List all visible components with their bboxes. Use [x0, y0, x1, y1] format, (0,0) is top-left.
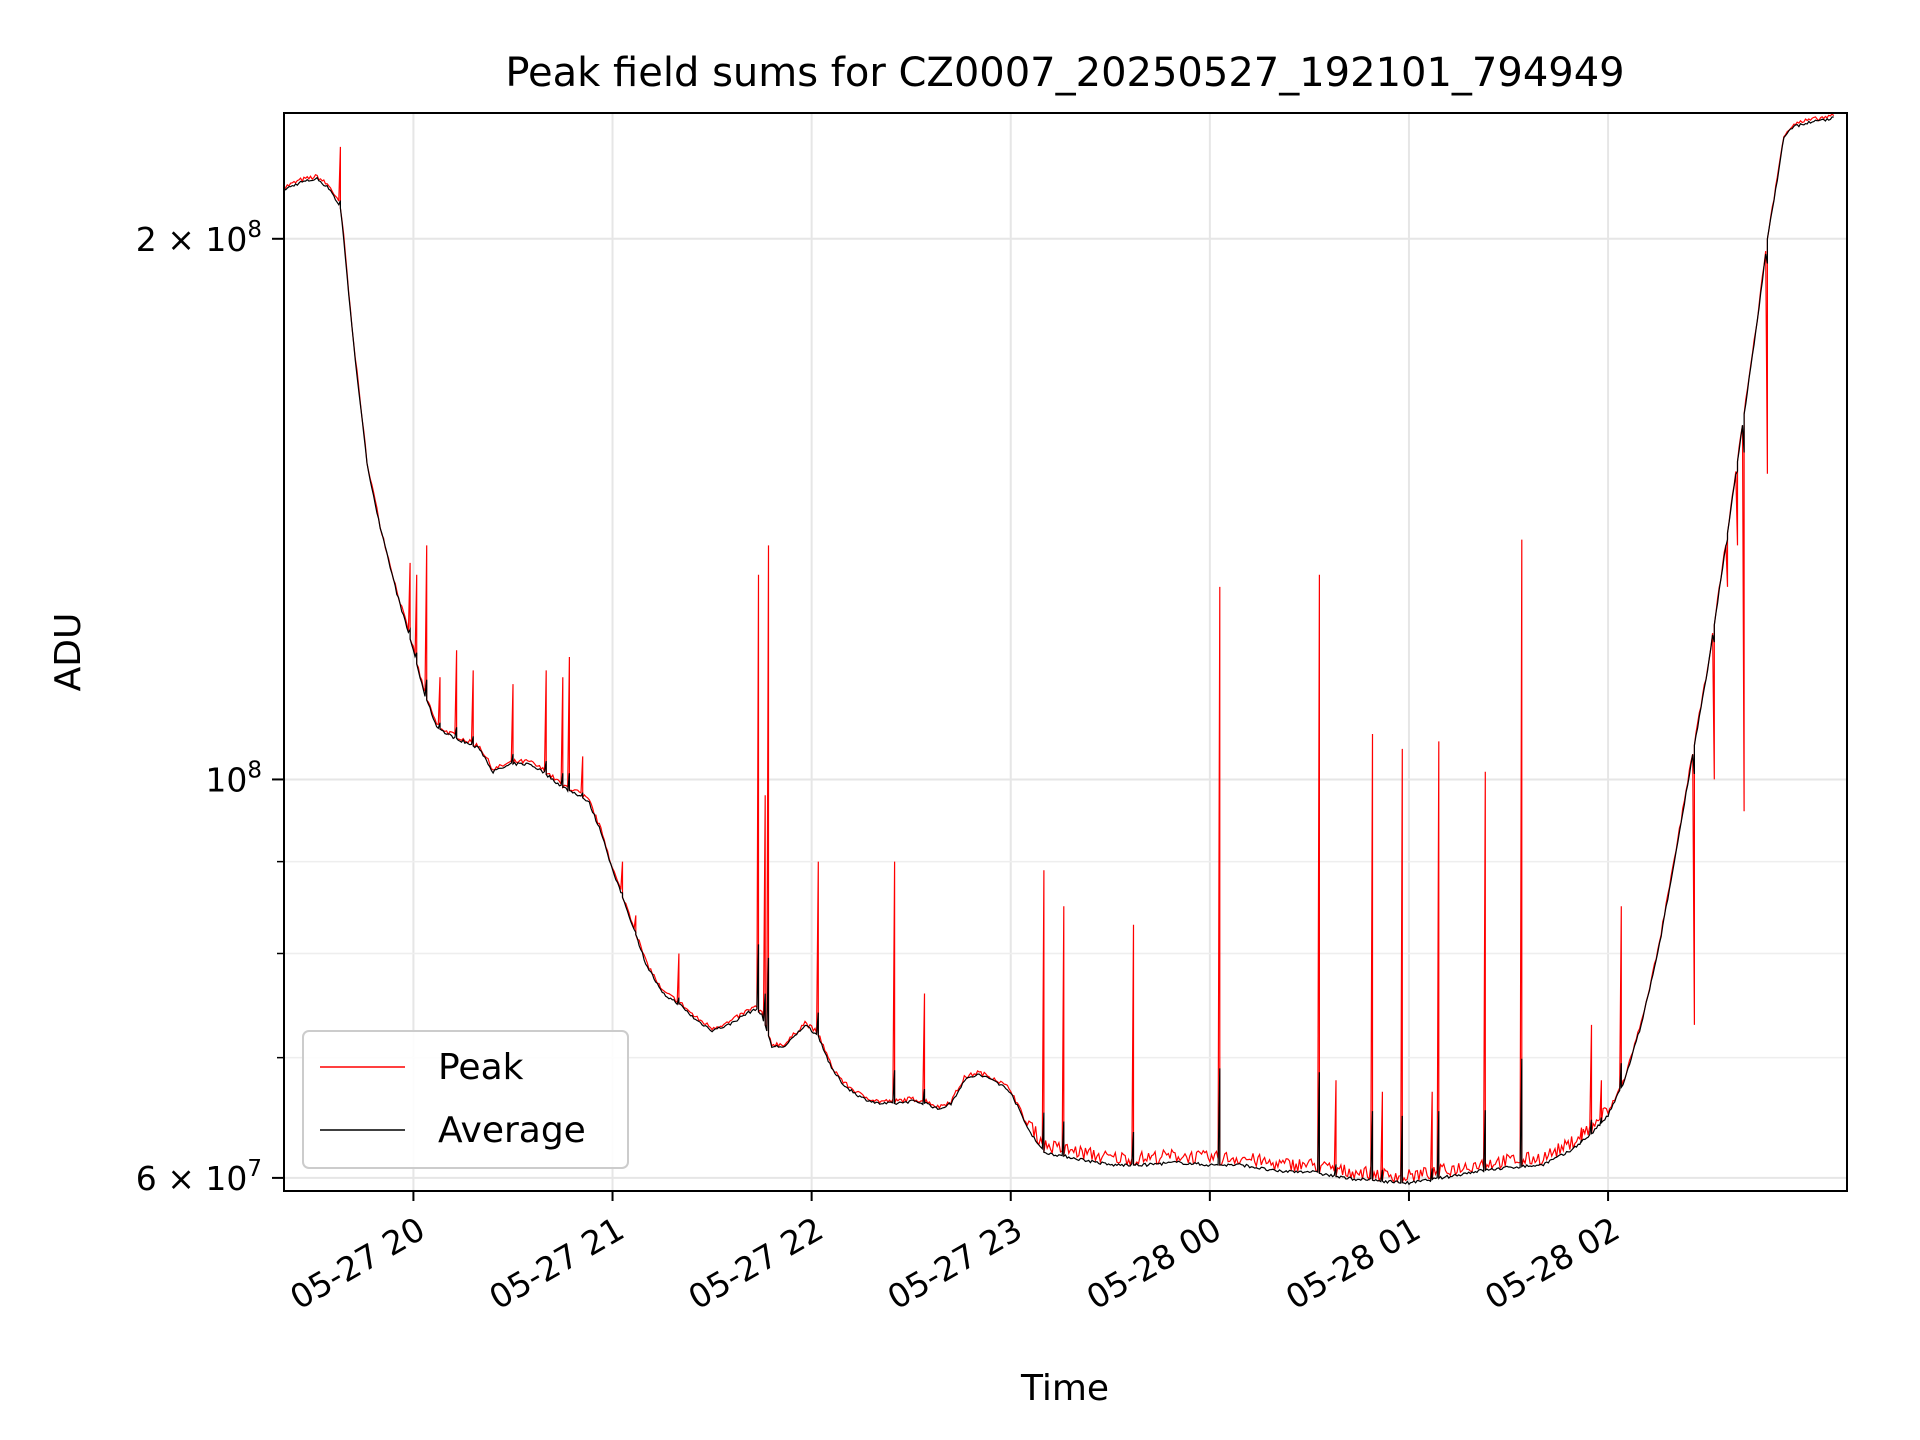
x-axis-label: Time — [1020, 1368, 1109, 1409]
legend-label-average: Average — [438, 1110, 586, 1151]
legend-label-peak: Peak — [438, 1047, 524, 1088]
legend: Peak Average — [302, 1030, 629, 1169]
legend-box — [302, 1030, 629, 1169]
chart-title: Peak field sums for CZ0007_20250527_1921… — [505, 50, 1624, 96]
series-line-peak — [283, 112, 1835, 1184]
series-line-average — [283, 116, 1834, 1186]
y-axis: 2 × 108 108 6 × 107 — [136, 217, 284, 1198]
y-tick-label: 2 × 108 — [136, 217, 262, 259]
plot-area — [283, 112, 1835, 1186]
y-tick-label: 108 — [205, 757, 262, 799]
plot-frame — [283, 112, 1848, 1192]
y-axis-label: ADU — [48, 613, 89, 692]
y-tick-label: 6 × 107 — [136, 1156, 262, 1198]
